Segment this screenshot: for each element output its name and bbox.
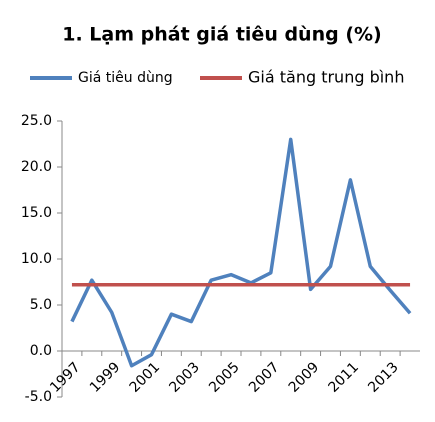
series-line bbox=[70, 137, 412, 368]
x-tick-label: 2005 bbox=[206, 359, 243, 396]
x-tick-label: 2009 bbox=[286, 359, 323, 396]
y-tick-label: 0.0 bbox=[30, 343, 52, 359]
legend-label: Giá tiêu dùng bbox=[78, 70, 173, 86]
chart-title: 1. Lạm phát giá tiêu dùng (%) bbox=[62, 24, 381, 46]
x-tick-label: 2013 bbox=[365, 359, 402, 396]
y-tick-label: 10.0 bbox=[21, 251, 52, 267]
y-tick-label: -5.0 bbox=[25, 389, 52, 405]
x-tick-label: 2007 bbox=[246, 359, 283, 396]
x-tick-label: 2003 bbox=[166, 359, 203, 396]
x-tick-label: 2011 bbox=[326, 359, 363, 396]
x-tick-label: 1999 bbox=[87, 359, 124, 396]
x-tick-label: 1997 bbox=[47, 359, 84, 396]
y-tick-label: 25.0 bbox=[21, 113, 52, 129]
y-tick-label: 5.0 bbox=[30, 297, 52, 313]
y-tick-label: 15.0 bbox=[21, 205, 52, 221]
y-tick-label: 20.0 bbox=[21, 159, 52, 175]
legend-label: Giá tăng trung bình bbox=[248, 68, 404, 87]
